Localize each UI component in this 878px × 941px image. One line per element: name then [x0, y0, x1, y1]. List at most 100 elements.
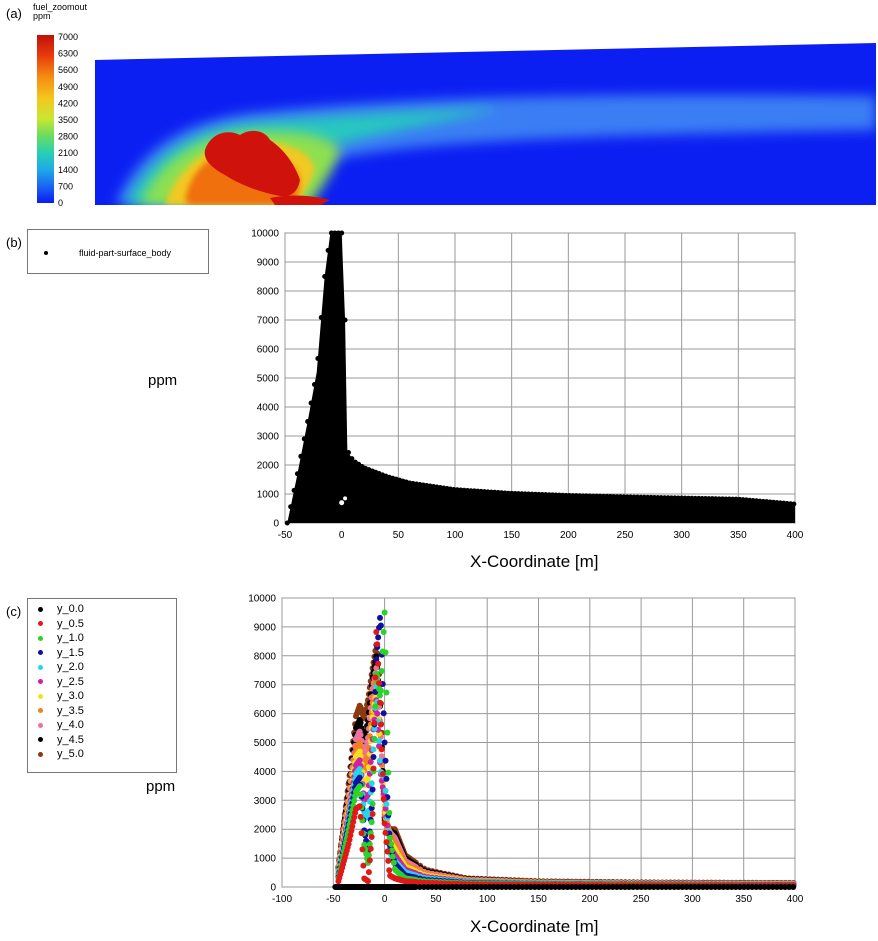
data-point: [369, 786, 376, 793]
legend-marker: [38, 664, 43, 670]
data-point: [790, 884, 797, 890]
y-tick-label: 7000: [257, 316, 280, 327]
data-point: [367, 845, 374, 852]
data-point: [386, 809, 393, 816]
data-point: [667, 884, 674, 890]
y-tick-label: 6000: [254, 709, 277, 720]
data-point: [288, 504, 294, 510]
data-point: [379, 771, 386, 778]
data-point: [368, 819, 375, 826]
data-point: [646, 884, 653, 890]
data-point: [490, 884, 497, 890]
data-point: [385, 857, 392, 864]
data-point: [387, 834, 394, 841]
data-point: [368, 834, 375, 841]
data-point: [376, 692, 383, 699]
x-tick-label: 250: [633, 894, 650, 905]
legend-marker: [38, 708, 43, 713]
data-point: [381, 609, 388, 616]
data-point: [305, 419, 311, 424]
y-tick-label: 3000: [257, 432, 280, 443]
data-point: [437, 884, 444, 890]
data-point: [470, 884, 477, 890]
x-tick-label: 350: [735, 894, 752, 905]
data-point: [349, 456, 355, 462]
data-point: [531, 884, 538, 890]
data-point: [597, 884, 604, 890]
legend-marker: [38, 751, 43, 757]
data-point: [380, 795, 387, 802]
x-tick-label: 250: [617, 530, 634, 541]
data-point: [357, 791, 364, 798]
data-point: [348, 827, 355, 834]
colorbar-tick-label: 4900: [58, 82, 78, 92]
data-point: [486, 884, 493, 890]
legend-item: y_4.5: [38, 733, 84, 747]
x-axis-title-c: X-Coordinate [m]: [470, 917, 599, 936]
data-point: [519, 884, 526, 890]
data-point: [291, 487, 297, 493]
x-tick-label: 350: [730, 530, 747, 541]
data-point: [589, 884, 596, 890]
legend-label: y_1.5: [57, 646, 84, 659]
data-point: [433, 884, 440, 890]
data-point: [736, 884, 743, 890]
legend-marker: [38, 606, 43, 612]
y-tick-label: 5000: [257, 374, 280, 385]
x-axis-title-b: X-Coordinate [m]: [470, 552, 599, 571]
data-point: [294, 471, 300, 477]
data-point: [650, 884, 657, 890]
colorbar: [37, 35, 54, 203]
data-point: [375, 660, 382, 667]
data-point: [457, 884, 464, 890]
legend-label: y_5.0: [57, 748, 84, 760]
x-tick-label: -100: [272, 894, 292, 905]
data-point: [613, 884, 620, 890]
data-point: [791, 501, 797, 507]
data-point: [382, 787, 389, 794]
data-point: [366, 857, 373, 864]
y-tick-label: 10000: [248, 594, 276, 605]
data-point: [380, 628, 387, 635]
data-point: [350, 818, 357, 825]
data-point: [494, 884, 501, 890]
data-point: [749, 884, 756, 890]
colorbar-tick-label: 2800: [58, 132, 78, 142]
data-point: [675, 884, 682, 890]
data-point: [712, 884, 719, 890]
data-point: [347, 832, 354, 839]
data-point: [356, 783, 363, 790]
legend-marker: [38, 621, 43, 626]
data-point: [511, 884, 518, 890]
data-point: [374, 641, 381, 648]
data-point: [429, 884, 436, 890]
data-point: [474, 884, 481, 890]
legend-item: y_2.0: [38, 660, 84, 674]
y-tick-label: 9000: [257, 258, 280, 269]
data-point: [385, 769, 392, 776]
colorbar-tick-label: 4200: [58, 98, 78, 108]
data-point: [301, 436, 307, 442]
data-point: [356, 765, 363, 772]
colorbar-title-text: fuel_zoomout: [33, 2, 88, 12]
gap-mark: [343, 496, 348, 501]
data-point: [322, 274, 328, 279]
x-tick-label: 300: [673, 530, 690, 541]
data-point: [325, 247, 331, 253]
data-point: [384, 729, 391, 736]
y-tick-label: 4000: [257, 403, 280, 414]
legend-item: y_1.0: [38, 631, 84, 645]
y-tick-label: 3000: [254, 796, 277, 807]
legend-item: y_3.5: [38, 704, 84, 718]
data-point: [507, 884, 514, 890]
data-point: [378, 746, 385, 753]
y-tick-label: 1000: [257, 490, 280, 501]
data-point: [356, 774, 363, 781]
data-point: [351, 797, 358, 804]
data-point: [704, 884, 711, 890]
data-point: [342, 317, 348, 323]
data-point: [383, 689, 390, 696]
series-y_0.0: [332, 884, 797, 890]
data-point: [630, 884, 637, 890]
